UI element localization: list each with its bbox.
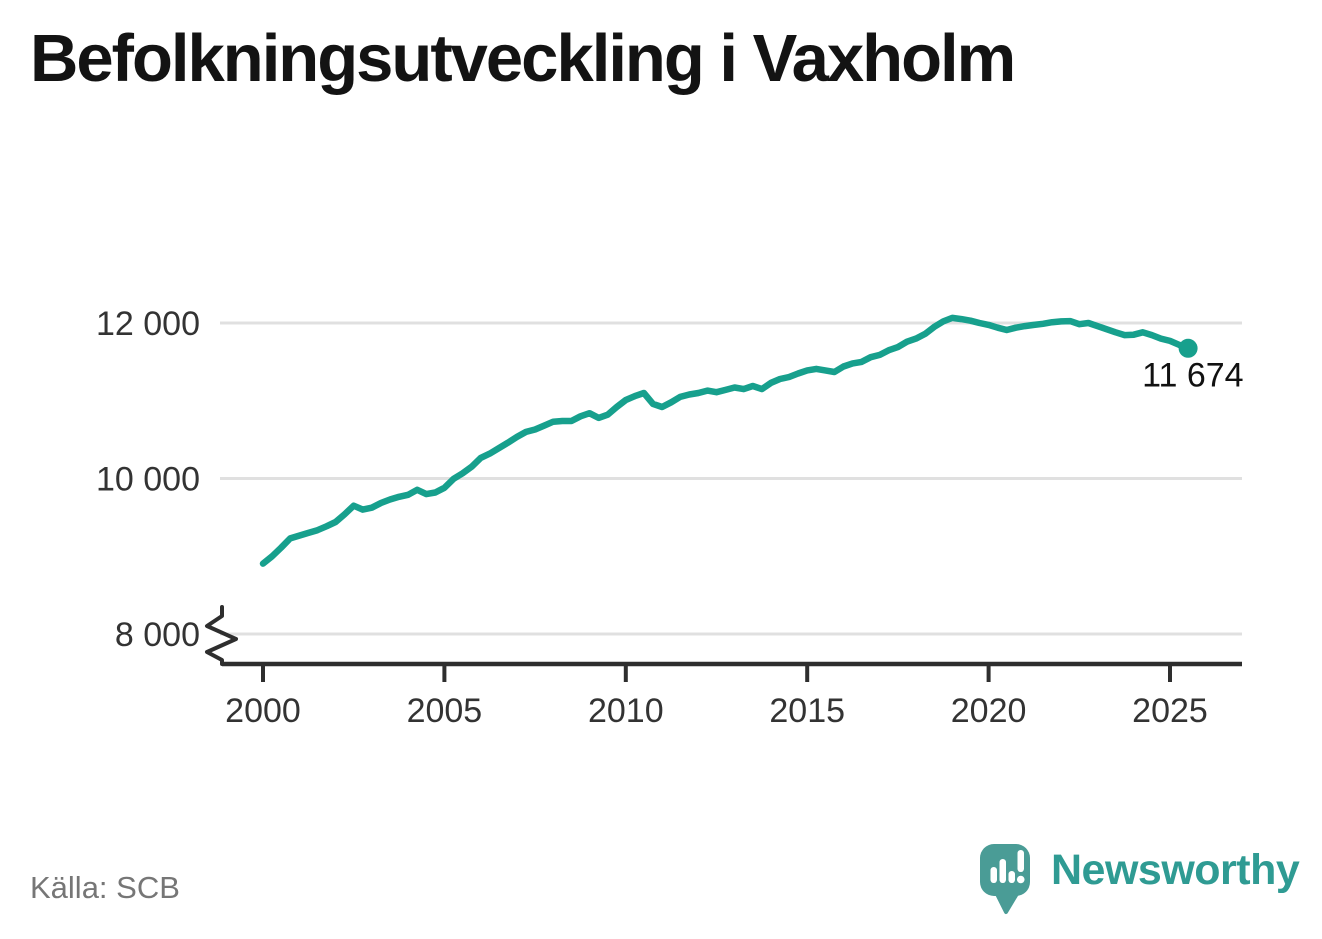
axis-group	[205, 605, 1242, 667]
newsworthy-icon	[980, 844, 1030, 914]
chart-title: Befolkningsutveckling i Vaxholm	[30, 21, 1016, 96]
brand-name: Newsworthy	[1051, 846, 1300, 894]
y-axis-break-icon	[205, 605, 238, 666]
x-tick-label-2020: 2020	[951, 692, 1027, 730]
gridlines-group	[220, 321, 1242, 636]
bar-chart-bar-1	[990, 867, 997, 883]
series-group	[259, 314, 1198, 567]
source-note: Källa: SCB	[30, 870, 180, 905]
exclamation-bar	[1017, 850, 1024, 872]
brand-logo: Newsworthy	[980, 844, 1300, 916]
x-tick-label-2015: 2015	[769, 692, 845, 730]
bar-chart-bar-3	[1008, 871, 1015, 883]
exclamation-dot	[1016, 875, 1025, 884]
y-tick-label-12000: 12 000	[96, 305, 200, 343]
bar-chart-bar-2	[999, 859, 1006, 883]
x-tick-label-2010: 2010	[588, 692, 664, 730]
end-point-dot	[1178, 338, 1198, 358]
y-tick-label-8000: 8 000	[115, 616, 200, 654]
x-tick-label-2000: 2000	[225, 692, 301, 730]
end-value-label: 11 674	[1142, 356, 1243, 394]
labels-group: 12 000 10 000 8 000 2000 2005 2010 2015 2020 202…	[96, 305, 1244, 730]
y-tick-label-10000: 10 000	[96, 461, 200, 499]
population-line	[259, 314, 1192, 567]
x-tick-label-2025: 2025	[1132, 692, 1208, 730]
x-tick-label-2005: 2005	[407, 692, 483, 730]
